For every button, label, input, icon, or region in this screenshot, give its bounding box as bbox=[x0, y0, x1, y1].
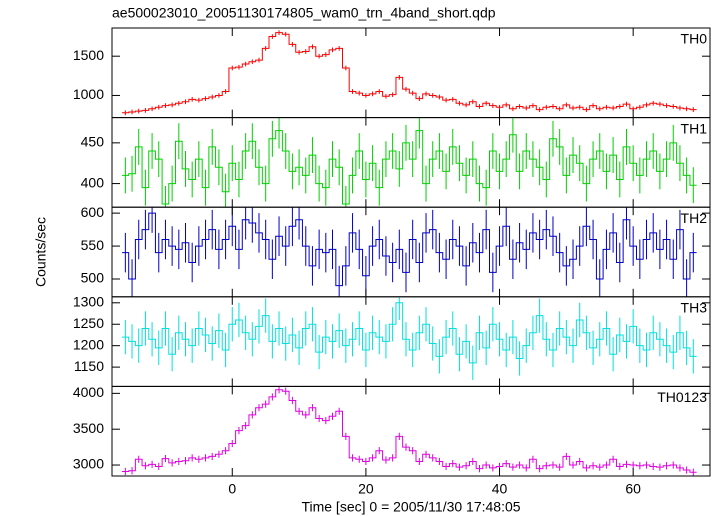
y-tick-label: 600 bbox=[81, 204, 105, 220]
panel bbox=[122, 386, 697, 476]
y-tick-label: 1200 bbox=[73, 336, 104, 352]
y-tick-label: 400 bbox=[81, 174, 105, 190]
panel-label: TH0123 bbox=[657, 389, 707, 405]
x-tick-label: 0 bbox=[228, 481, 236, 497]
panel-frame bbox=[111, 296, 711, 387]
y-axis-label: Counts/sec bbox=[33, 217, 49, 287]
y-tick-label: 1150 bbox=[74, 358, 104, 374]
panel-frame bbox=[111, 206, 711, 298]
panel-label: TH2 bbox=[681, 210, 708, 226]
y-tick-label: 1500 bbox=[73, 47, 104, 63]
panel-frame bbox=[111, 27, 711, 119]
panel-frame bbox=[111, 385, 711, 477]
y-tick-label: 1300 bbox=[73, 294, 104, 310]
x-axis-label: Time [sec] 0 = 2005/11/30 17:48:05 bbox=[301, 499, 520, 515]
step-line bbox=[122, 212, 697, 287]
y-tick-label: 550 bbox=[81, 237, 105, 253]
step-line bbox=[122, 389, 697, 473]
panel-label: TH3 bbox=[681, 300, 708, 316]
x-tick-label: 20 bbox=[358, 481, 374, 497]
panel-frame bbox=[111, 117, 711, 208]
panel bbox=[122, 296, 697, 380]
panel bbox=[122, 30, 697, 116]
y-tick-label: 3000 bbox=[73, 456, 104, 472]
y-tick-label: 4000 bbox=[73, 384, 104, 400]
step-line bbox=[122, 130, 697, 205]
x-tick-label: 40 bbox=[492, 481, 508, 497]
y-tick-label: 450 bbox=[81, 134, 105, 150]
chart-title: ae500023010_20051130174805_wam0_trn_4ban… bbox=[112, 5, 496, 21]
step-line bbox=[122, 32, 697, 114]
panel-label: TH0 bbox=[681, 31, 708, 47]
panel bbox=[122, 117, 697, 208]
x-tick-label: 60 bbox=[625, 481, 641, 497]
y-tick-label: 500 bbox=[81, 270, 105, 286]
panel bbox=[122, 207, 697, 297]
y-tick-label: 1250 bbox=[73, 315, 104, 331]
y-tick-label: 1000 bbox=[73, 86, 104, 102]
panel-label: TH1 bbox=[681, 120, 708, 136]
y-tick-label: 3500 bbox=[73, 420, 104, 436]
step-line bbox=[122, 302, 697, 364]
